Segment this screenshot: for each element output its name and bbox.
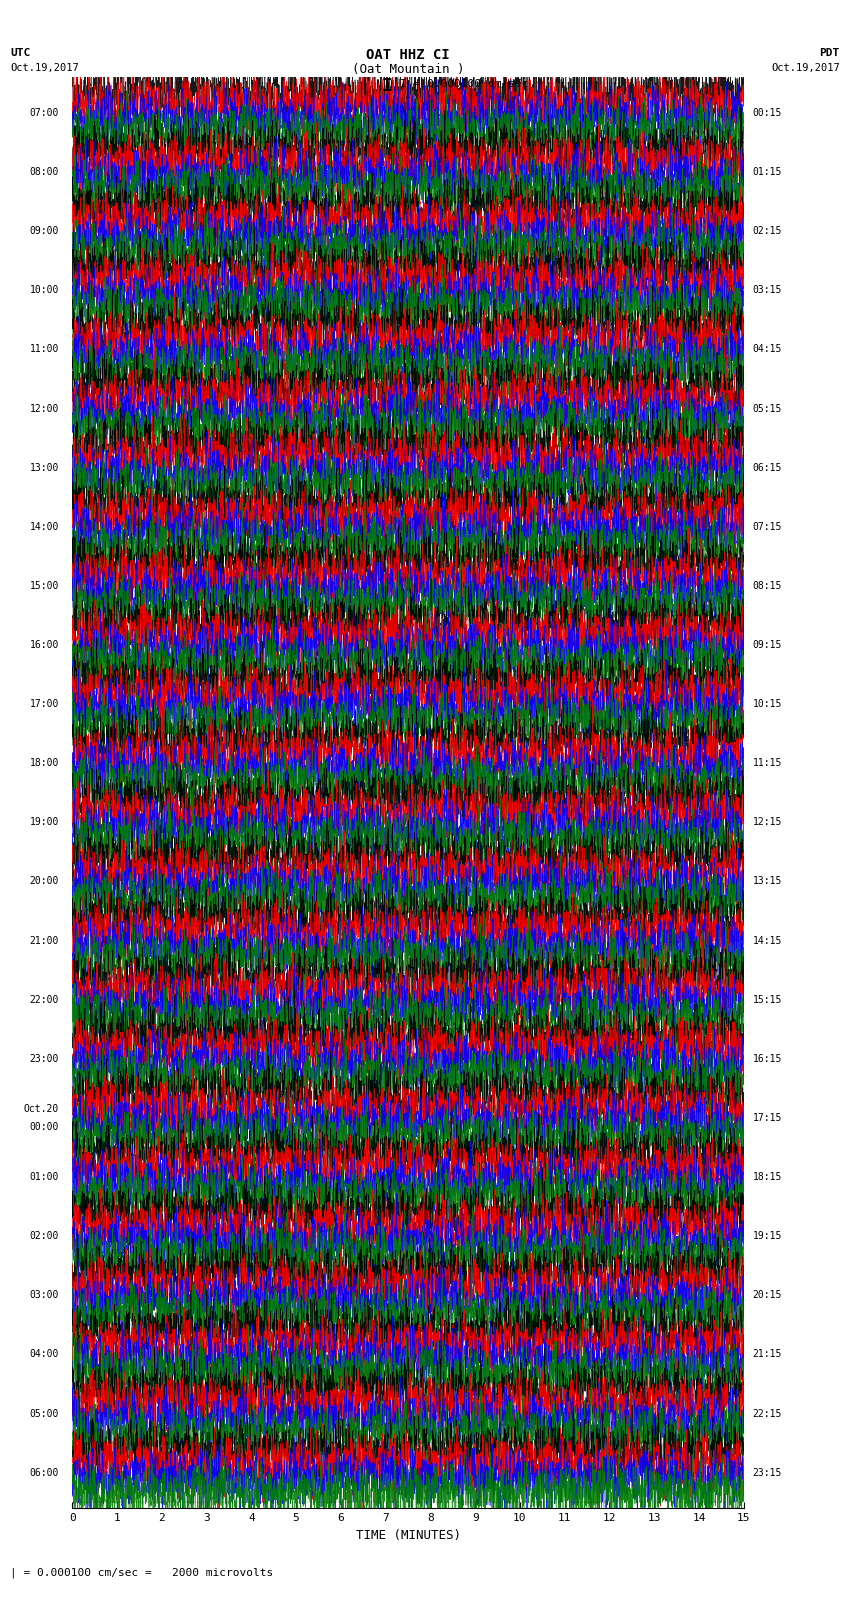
Text: 15:15: 15:15 bbox=[753, 995, 782, 1005]
Text: 14:00: 14:00 bbox=[30, 521, 59, 532]
Text: 22:00: 22:00 bbox=[30, 995, 59, 1005]
Text: 00:15: 00:15 bbox=[753, 108, 782, 118]
Text: 12:15: 12:15 bbox=[753, 818, 782, 827]
Text: 21:15: 21:15 bbox=[753, 1350, 782, 1360]
Text: PDT: PDT bbox=[819, 48, 840, 58]
Text: 10:00: 10:00 bbox=[30, 286, 59, 295]
Text: 18:00: 18:00 bbox=[30, 758, 59, 768]
Text: 17:00: 17:00 bbox=[30, 698, 59, 710]
Text: Oct.19,2017: Oct.19,2017 bbox=[771, 63, 840, 73]
Text: | = 0.000100 cm/sec =   2000 microvolts: | = 0.000100 cm/sec = 2000 microvolts bbox=[10, 1568, 274, 1579]
Text: 16:00: 16:00 bbox=[30, 640, 59, 650]
Text: 04:00: 04:00 bbox=[30, 1350, 59, 1360]
Text: 21:00: 21:00 bbox=[30, 936, 59, 945]
Text: 12:00: 12:00 bbox=[30, 403, 59, 413]
Text: 09:15: 09:15 bbox=[753, 640, 782, 650]
Text: 13:00: 13:00 bbox=[30, 463, 59, 473]
Text: 05:15: 05:15 bbox=[753, 403, 782, 413]
Text: 19:15: 19:15 bbox=[753, 1231, 782, 1240]
Text: 07:00: 07:00 bbox=[30, 108, 59, 118]
Text: 11:00: 11:00 bbox=[30, 345, 59, 355]
Text: 03:15: 03:15 bbox=[753, 286, 782, 295]
Text: 16:15: 16:15 bbox=[753, 1053, 782, 1065]
Text: 15:00: 15:00 bbox=[30, 581, 59, 590]
Text: 02:15: 02:15 bbox=[753, 226, 782, 235]
Text: 05:00: 05:00 bbox=[30, 1408, 59, 1418]
Text: I = 0.000100 cm/sec: I = 0.000100 cm/sec bbox=[400, 79, 528, 89]
Text: 20:00: 20:00 bbox=[30, 876, 59, 887]
Text: Oct.20: Oct.20 bbox=[24, 1103, 59, 1115]
Text: 23:15: 23:15 bbox=[753, 1468, 782, 1478]
Text: OAT HHZ CI: OAT HHZ CI bbox=[366, 48, 450, 63]
Text: 23:00: 23:00 bbox=[30, 1053, 59, 1065]
Text: 19:00: 19:00 bbox=[30, 818, 59, 827]
Text: (Oat Mountain ): (Oat Mountain ) bbox=[352, 63, 464, 76]
Text: 02:00: 02:00 bbox=[30, 1231, 59, 1240]
Text: I: I bbox=[382, 77, 392, 95]
Text: 08:00: 08:00 bbox=[30, 168, 59, 177]
Text: 18:15: 18:15 bbox=[753, 1173, 782, 1182]
Text: 08:15: 08:15 bbox=[753, 581, 782, 590]
Text: 01:00: 01:00 bbox=[30, 1173, 59, 1182]
Text: 04:15: 04:15 bbox=[753, 345, 782, 355]
Text: 13:15: 13:15 bbox=[753, 876, 782, 887]
Text: 00:00: 00:00 bbox=[30, 1121, 59, 1132]
Text: 07:15: 07:15 bbox=[753, 521, 782, 532]
Text: Oct.19,2017: Oct.19,2017 bbox=[10, 63, 79, 73]
Text: 01:15: 01:15 bbox=[753, 168, 782, 177]
Text: 06:00: 06:00 bbox=[30, 1468, 59, 1478]
Text: 10:15: 10:15 bbox=[753, 698, 782, 710]
Text: 20:15: 20:15 bbox=[753, 1290, 782, 1300]
Text: 09:00: 09:00 bbox=[30, 226, 59, 235]
Text: 17:15: 17:15 bbox=[753, 1113, 782, 1123]
Text: 14:15: 14:15 bbox=[753, 936, 782, 945]
Text: 11:15: 11:15 bbox=[753, 758, 782, 768]
Text: 03:00: 03:00 bbox=[30, 1290, 59, 1300]
Text: 22:15: 22:15 bbox=[753, 1408, 782, 1418]
X-axis label: TIME (MINUTES): TIME (MINUTES) bbox=[355, 1529, 461, 1542]
Text: UTC: UTC bbox=[10, 48, 31, 58]
Text: 06:15: 06:15 bbox=[753, 463, 782, 473]
